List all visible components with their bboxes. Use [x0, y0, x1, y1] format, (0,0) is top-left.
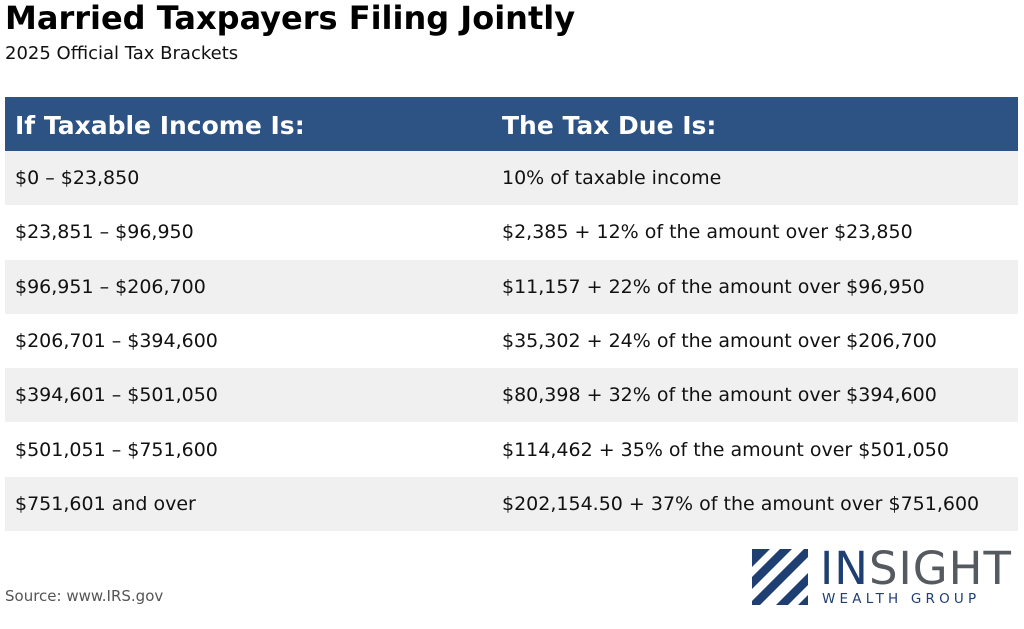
- page-title: Married Taxpayers Filing Jointly: [5, 0, 576, 37]
- income-range-cell: $206,701 – $394,600: [15, 330, 218, 353]
- tax-bracket-table: If Taxable Income Is: The Tax Due Is: $0…: [5, 97, 1018, 532]
- diagonal-stripes-icon: [752, 549, 808, 605]
- logo-tagline: WEALTH GROUP: [822, 591, 981, 607]
- income-range-cell: $394,601 – $501,050: [15, 384, 218, 407]
- income-range-cell: $0 – $23,850: [15, 167, 140, 190]
- income-range-cell: $751,601 and over: [15, 492, 196, 515]
- tax-due-cell: $80,398 + 32% of the amount over $394,60…: [502, 384, 937, 407]
- tax-due-cell: $11,157 + 22% of the amount over $96,950: [502, 275, 925, 298]
- page-subtitle: 2025 Official Tax Brackets: [5, 43, 239, 64]
- logo-wordmark-part2: SIGHT: [868, 542, 1012, 595]
- tax-due-cell: 10% of taxable income: [502, 167, 722, 190]
- table-row: $394,601 – $501,050 $80,398 + 32% of the…: [5, 368, 1018, 423]
- table-header: If Taxable Income Is: The Tax Due Is:: [5, 97, 1018, 151]
- column-header-tax-due: The Tax Due Is:: [502, 111, 717, 140]
- table-row: $23,851 – $96,950 $2,385 + 12% of the am…: [5, 205, 1018, 260]
- table-row: $501,051 – $751,600 $114,462 + 35% of th…: [5, 422, 1018, 477]
- table-row: $206,701 – $394,600 $35,302 + 24% of the…: [5, 313, 1018, 369]
- table-row: $0 – $23,850 10% of taxable income: [5, 151, 1018, 206]
- table-body: $0 – $23,850 10% of taxable income $23,8…: [5, 151, 1018, 532]
- income-range-cell: $23,851 – $96,950: [15, 221, 194, 244]
- tax-due-cell: $114,462 + 35% of the amount over $501,0…: [502, 438, 949, 461]
- logo-wordmark: INSIGHT: [820, 545, 1012, 593]
- income-range-cell: $501,051 – $751,600: [15, 438, 218, 461]
- logo-wordmark-part1: IN: [820, 542, 869, 595]
- source-note: Source: www.IRS.gov: [5, 587, 164, 605]
- tax-due-cell: $35,302 + 24% of the amount over $206,70…: [502, 330, 937, 353]
- tax-due-cell: $2,385 + 12% of the amount over $23,850: [502, 221, 913, 244]
- tax-due-cell: $202,154.50 + 37% of the amount over $75…: [502, 492, 980, 515]
- table-row: $751,601 and over $202,154.50 + 37% of t…: [5, 476, 1018, 532]
- table-row: $96,951 – $206,700 $11,157 + 22% of the …: [5, 259, 1018, 314]
- column-header-income: If Taxable Income Is:: [15, 111, 305, 140]
- company-logo: INSIGHT WEALTH GROUP: [752, 545, 1020, 609]
- income-range-cell: $96,951 – $206,700: [15, 275, 206, 298]
